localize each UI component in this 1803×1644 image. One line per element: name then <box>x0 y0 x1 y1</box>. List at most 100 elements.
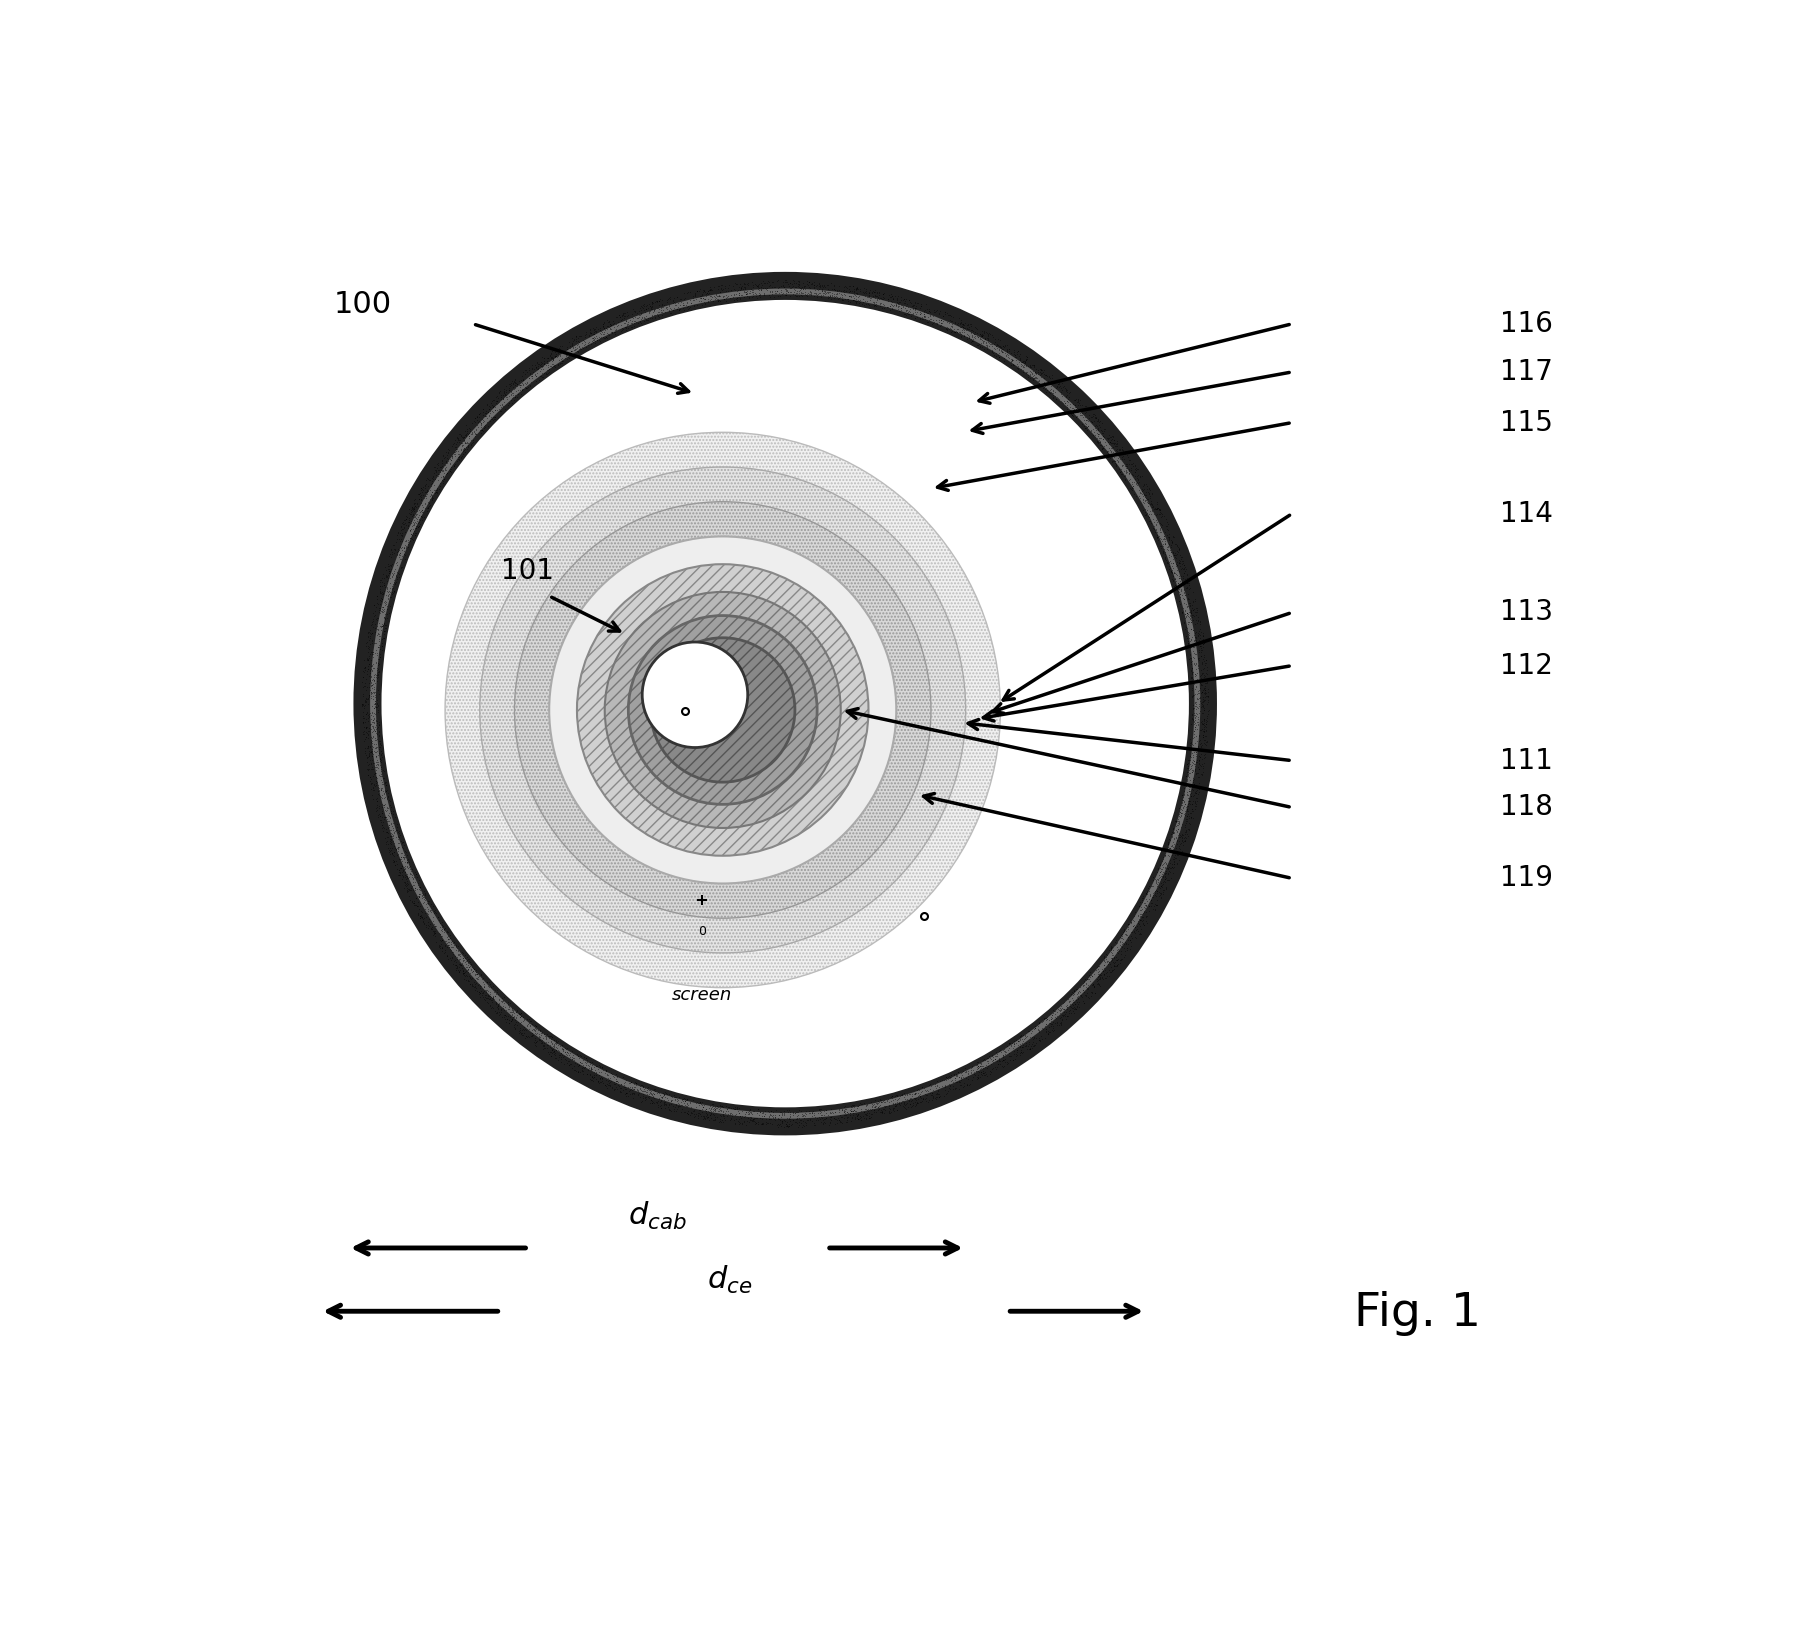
Point <box>364 633 393 659</box>
Point <box>1089 952 1118 978</box>
Point <box>1176 602 1204 628</box>
Point <box>1154 524 1183 551</box>
Point <box>599 1064 627 1090</box>
Point <box>1085 973 1114 1000</box>
Point <box>900 294 929 321</box>
Point <box>707 1108 736 1134</box>
Point <box>458 972 487 998</box>
Point <box>554 1052 582 1078</box>
Point <box>478 973 507 1000</box>
Point <box>1134 893 1163 919</box>
Point <box>829 1105 858 1131</box>
Point <box>1109 931 1138 957</box>
Point <box>503 998 532 1024</box>
Point <box>651 1078 680 1105</box>
Point <box>355 625 384 651</box>
Point <box>1174 569 1203 595</box>
Point <box>537 340 566 367</box>
Point <box>361 684 389 710</box>
Point <box>1168 559 1197 585</box>
Point <box>1181 753 1210 779</box>
Point <box>510 1024 539 1051</box>
Point <box>1055 380 1084 406</box>
Point <box>416 473 445 500</box>
Point <box>348 664 377 690</box>
Point <box>379 835 407 861</box>
Point <box>1185 704 1213 730</box>
Point <box>1172 593 1201 620</box>
Point <box>624 298 653 324</box>
Point <box>653 1093 682 1120</box>
Point <box>501 378 530 404</box>
Point <box>424 904 453 931</box>
Point <box>415 896 444 922</box>
Point <box>727 1105 755 1131</box>
Point <box>911 302 939 329</box>
Point <box>914 299 943 326</box>
Point <box>781 1100 810 1126</box>
Point <box>921 298 950 324</box>
Point <box>1143 870 1172 896</box>
Point <box>1165 809 1194 835</box>
Point <box>1143 857 1172 883</box>
Point <box>418 483 447 510</box>
Point <box>1145 875 1174 901</box>
Point <box>499 370 528 396</box>
Point <box>543 1037 572 1064</box>
Point <box>671 293 700 319</box>
Point <box>503 370 532 396</box>
Point <box>353 644 382 671</box>
Point <box>1174 592 1203 618</box>
Point <box>1179 579 1208 605</box>
Point <box>359 704 388 730</box>
Point <box>743 1108 772 1134</box>
Point <box>957 311 986 337</box>
Point <box>763 278 792 304</box>
Point <box>371 791 400 817</box>
Point <box>368 582 397 608</box>
Point <box>563 322 591 349</box>
Point <box>647 298 676 324</box>
Point <box>1150 852 1179 878</box>
Point <box>894 294 923 321</box>
Point <box>1098 431 1127 457</box>
Point <box>775 1106 804 1133</box>
Point <box>402 884 431 911</box>
Point <box>957 324 986 350</box>
Point <box>572 1047 600 1074</box>
Point <box>1060 996 1089 1023</box>
Point <box>352 666 380 692</box>
Point <box>377 822 406 848</box>
Point <box>842 286 871 312</box>
Point <box>353 755 382 781</box>
Point <box>864 1097 892 1123</box>
Point <box>867 1098 896 1124</box>
Point <box>741 1105 770 1131</box>
Point <box>710 1093 739 1120</box>
Point <box>921 311 950 337</box>
Point <box>433 929 462 955</box>
Point <box>1174 799 1203 825</box>
Point <box>467 418 496 444</box>
Point <box>984 327 1013 353</box>
Point <box>545 335 573 362</box>
Point <box>1118 919 1147 945</box>
Point <box>779 1106 808 1133</box>
Point <box>355 641 384 667</box>
Point <box>398 889 427 916</box>
Point <box>519 1018 548 1044</box>
Point <box>656 1088 685 1115</box>
Point <box>370 806 398 832</box>
Point <box>503 373 532 399</box>
Point <box>597 312 626 339</box>
Point <box>1060 988 1089 1014</box>
Point <box>539 347 568 373</box>
Point <box>851 1101 880 1128</box>
Point <box>1177 756 1206 783</box>
Point <box>694 1105 723 1131</box>
Point <box>883 1085 912 1111</box>
Point <box>1188 763 1217 789</box>
Point <box>1141 878 1170 904</box>
Point <box>1118 473 1147 500</box>
Point <box>631 1077 660 1103</box>
